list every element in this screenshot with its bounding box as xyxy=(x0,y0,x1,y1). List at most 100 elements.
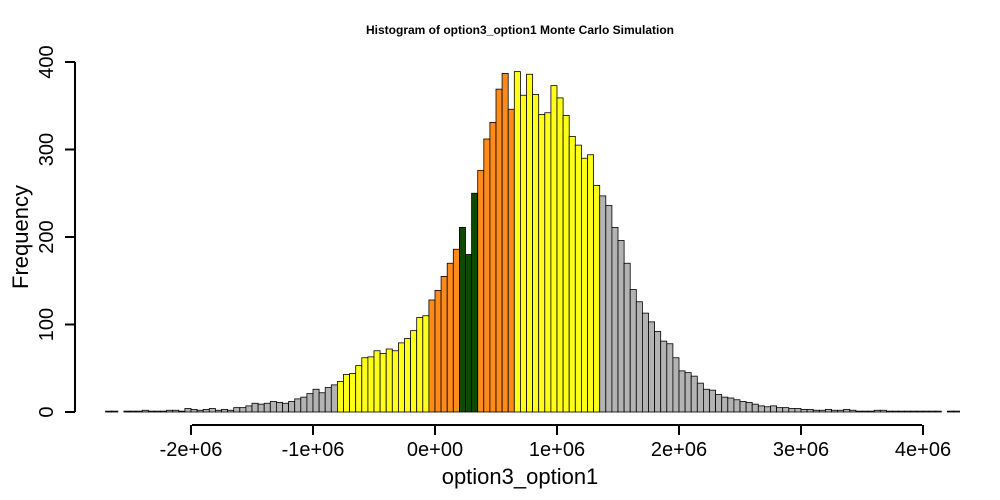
histogram-bar xyxy=(849,409,857,413)
histogram-bar xyxy=(233,407,241,413)
histogram-bar xyxy=(141,409,149,413)
histogram-bar xyxy=(434,289,442,413)
histogram-bar xyxy=(391,350,399,413)
histogram-bar xyxy=(953,410,960,413)
histogram-bar xyxy=(275,401,283,413)
histogram-bar xyxy=(770,405,777,413)
x-tick-label: 2e+06 xyxy=(651,439,707,461)
x-tick-label: 0e+00 xyxy=(407,439,463,461)
histogram-bar xyxy=(587,154,594,413)
histogram-bar xyxy=(160,410,167,413)
histogram-bar xyxy=(715,394,723,413)
histogram-bar xyxy=(300,396,308,413)
histogram-bar xyxy=(446,262,454,413)
histogram-bar xyxy=(123,410,131,413)
histogram-bar xyxy=(239,407,247,413)
histogram-bar xyxy=(947,410,954,413)
histogram-bar xyxy=(416,317,424,413)
histogram-bar xyxy=(245,405,253,413)
histogram-bar xyxy=(404,338,411,413)
histogram-bar xyxy=(501,72,509,413)
histogram-bar xyxy=(196,409,204,413)
histogram-bar xyxy=(812,409,820,413)
histogram-bar xyxy=(495,88,503,413)
histogram-bar xyxy=(806,408,814,413)
histogram-bar xyxy=(776,407,784,413)
histogram-bar xyxy=(227,409,235,413)
histogram-bar xyxy=(727,397,735,413)
histogram-bar xyxy=(306,393,314,413)
histogram-bar xyxy=(751,403,759,413)
histogram-bar xyxy=(269,401,277,413)
histogram-bar xyxy=(538,114,546,413)
histogram-bar xyxy=(263,402,271,413)
histogram-bar xyxy=(922,410,930,413)
histogram-bar xyxy=(617,240,625,413)
histogram-bar xyxy=(379,352,387,413)
histogram-bar xyxy=(477,170,485,413)
histogram-bar xyxy=(422,315,430,413)
histogram-bar xyxy=(904,410,912,413)
y-tick-label: 100 xyxy=(36,308,58,341)
histogram-bar xyxy=(355,365,363,413)
histogram-bar xyxy=(654,331,662,413)
histogram-bar xyxy=(831,409,838,413)
x-tick-label: 1e+06 xyxy=(529,439,585,461)
histogram-bar xyxy=(410,330,418,413)
x-tick-label: 3e+06 xyxy=(773,439,829,461)
histogram-bar xyxy=(361,357,369,413)
histogram-bar xyxy=(562,114,570,413)
histogram-bar xyxy=(111,410,119,413)
histogram-bar xyxy=(202,408,210,413)
histogram-bar xyxy=(397,342,405,413)
histogram-bar xyxy=(684,372,692,413)
histogram-bar xyxy=(574,144,582,413)
histogram-bar xyxy=(757,405,765,413)
histogram-bar xyxy=(837,409,845,413)
histogram-bar xyxy=(532,93,540,413)
histogram-bar xyxy=(800,408,808,413)
histogram-bar xyxy=(385,348,393,413)
histogram-bar xyxy=(879,409,887,413)
histogram-bar xyxy=(349,373,357,413)
histogram-bar xyxy=(648,321,655,413)
histogram-bar xyxy=(367,356,375,413)
histogram-bar xyxy=(544,112,552,413)
y-tick-label: 400 xyxy=(36,45,58,78)
histogram-bar xyxy=(483,138,491,413)
histogram-bar xyxy=(581,157,588,413)
histogram-bar xyxy=(178,410,186,413)
histogram-bar xyxy=(507,108,515,413)
histogram-bar xyxy=(611,226,619,413)
histogram-bar xyxy=(635,301,643,413)
histogram-bar xyxy=(861,410,869,413)
histogram-bar xyxy=(172,409,180,413)
y-tick-label: 200 xyxy=(36,220,58,253)
histogram-bar xyxy=(892,410,899,413)
histogram-bar xyxy=(788,408,796,413)
histogram-bar xyxy=(910,410,918,413)
histogram-bar xyxy=(440,275,448,413)
x-tick-label: -1e+06 xyxy=(282,439,345,461)
histogram-bar xyxy=(934,410,942,413)
histogram-bar xyxy=(605,205,613,413)
histogram-bar xyxy=(135,410,143,413)
histogram-bar xyxy=(782,407,790,413)
histogram-bar xyxy=(221,408,228,413)
histogram-bar xyxy=(251,402,259,413)
histogram-bar xyxy=(330,384,338,413)
y-axis-ticks: 0 100 200 300 400 xyxy=(36,45,75,418)
histogram-bar xyxy=(489,121,497,413)
histogram-bar xyxy=(873,409,881,413)
histogram-bar xyxy=(672,357,680,413)
histogram-bar xyxy=(184,408,192,413)
histogram-bar xyxy=(214,409,222,413)
histogram-bar xyxy=(471,192,479,413)
x-axis-ticks: -2e+06 -1e+06 0e+00 1e+06 2e+06 3e+06 4e+06 xyxy=(160,425,951,461)
histogram-bar xyxy=(678,370,686,413)
histogram-bar xyxy=(568,135,576,413)
histogram-bar xyxy=(721,396,729,413)
histogram-bar xyxy=(666,343,674,413)
histogram-bar xyxy=(105,410,113,413)
